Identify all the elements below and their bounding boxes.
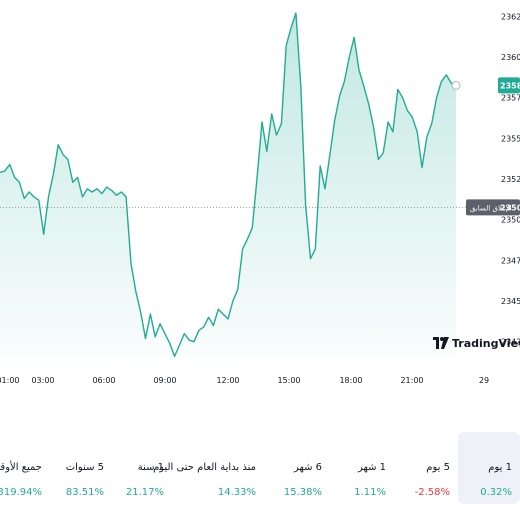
period-change-value: 0.32% (480, 487, 512, 498)
period-label: منذ بداية العام حتى اليوم (153, 462, 256, 473)
previous-close-label: الإغلاق السابق (470, 204, 512, 212)
y-tick-label: 2347.50 (501, 256, 520, 265)
period-label: 5 يوم (426, 462, 450, 473)
period-tab[interactable]: 1 يوم 0.32% (458, 432, 520, 504)
period-tab[interactable]: جميع الأوقات 11319.94% (0, 432, 50, 504)
y-tick-label: 2350.00 (501, 216, 520, 225)
performance-periods: 1 يوم 0.32% 5 يوم -2.58% 1 شهر 1.11% 6 شهر 15.3… (0, 432, 520, 504)
last-price-tag (498, 77, 520, 94)
previous-close-tag (466, 199, 520, 216)
y-tick-label: 2352.50 (501, 175, 520, 184)
price-chart[interactable]: 2362.50 2360.00 2357.50 2355.00 2352.50 2350.… (0, 0, 520, 400)
period-tab[interactable]: منذ بداية العام حتى اليوم 14.33% (153, 432, 264, 504)
y-tick-label: 2355.00 (501, 134, 520, 143)
period-change-value: 83.51% (65, 487, 104, 498)
tradingview-wordmark: TradingView (452, 336, 520, 350)
period-label: 6 شهر (293, 462, 322, 473)
previous-close-value: 2350.76 (500, 203, 520, 212)
last-price-marker (451, 80, 461, 90)
period-change-value: 11319.94% (0, 487, 42, 498)
x-tick-label: 06:00 (92, 376, 115, 385)
period-tab[interactable]: 5 يوم -2.58% (396, 432, 458, 504)
period-change-value: 15.38% (283, 487, 322, 498)
price-area (0, 13, 456, 358)
period-tab[interactable]: 1 سنة 21.17% (110, 432, 172, 504)
period-change-value: 21.17% (125, 487, 164, 498)
last-price-value: 2358.25 (500, 81, 520, 90)
period-label: جميع الأوقات (0, 462, 42, 473)
y-tick-label: 2345.00 (501, 297, 520, 306)
period-change-value: -2.58% (414, 487, 450, 498)
period-tab[interactable]: 5 سنوات 83.51% (50, 432, 112, 504)
period-tab[interactable]: 6 شهر 15.38% (268, 432, 330, 504)
period-label: 1 شهر (357, 462, 386, 473)
period-label: 1 يوم (488, 462, 512, 473)
x-tick-label: 15:00 (277, 376, 300, 385)
period-label: 1 سنة (137, 462, 164, 473)
x-tick-label: 01:00 (0, 376, 20, 385)
x-tick-label: 21:00 (400, 376, 423, 385)
price-line (0, 12, 457, 358)
y-tick-label: 2342.50 (501, 338, 520, 347)
x-tick-label: 12:00 (216, 376, 239, 385)
y-tick-label: 2360.00 (501, 53, 520, 62)
period-label: 5 سنوات (65, 462, 104, 473)
y-tick-label: 2357.50 (501, 94, 520, 103)
period-change-value: 1.11% (354, 487, 386, 498)
tradingview-logo-icon (433, 337, 449, 349)
period-tab[interactable]: 1 شهر 1.11% (332, 432, 394, 504)
period-change-value: 14.33% (217, 487, 256, 498)
tradingview-logo[interactable]: TradingView (433, 333, 520, 353)
x-tick-label: 29 (479, 376, 489, 385)
x-tick-label: 18:00 (339, 376, 362, 385)
x-tick-label: 03:00 (31, 376, 54, 385)
y-tick-label: 2362.50 (501, 12, 520, 21)
x-tick-label: 09:00 (153, 376, 176, 385)
